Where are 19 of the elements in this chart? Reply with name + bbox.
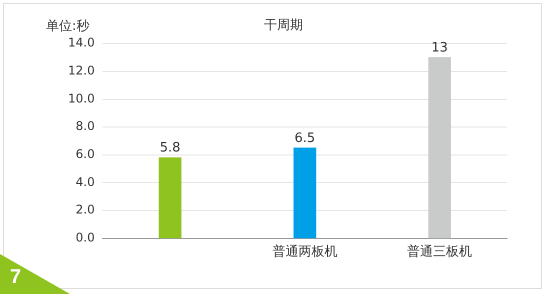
y-tick-label: 2.0 bbox=[76, 202, 95, 217]
bar bbox=[158, 157, 182, 238]
bar bbox=[428, 57, 451, 238]
x-tick-label: 普通两板机 bbox=[272, 244, 338, 260]
y-tick-label: 0.0 bbox=[76, 230, 95, 245]
y-tick-label: 14.0 bbox=[68, 36, 95, 50]
y-tick-label: 6.0 bbox=[76, 147, 95, 162]
data-label: 5.8 bbox=[160, 140, 180, 156]
bar bbox=[294, 148, 316, 238]
y-tick-label: 12.0 bbox=[68, 64, 95, 78]
data-label: 13 bbox=[431, 40, 448, 56]
y-tick-label: 4.0 bbox=[76, 174, 95, 189]
x-tick-label: 普通三板机 bbox=[407, 244, 472, 260]
text: 7 bbox=[10, 266, 22, 289]
y-axis-title: 单位:秒 bbox=[46, 19, 90, 34]
y-tick-label: 10.0 bbox=[68, 91, 95, 106]
y-tick-label: 8.0 bbox=[76, 119, 95, 134]
chart-title: 干周期 bbox=[264, 18, 303, 34]
data-label: 6.5 bbox=[294, 130, 316, 146]
